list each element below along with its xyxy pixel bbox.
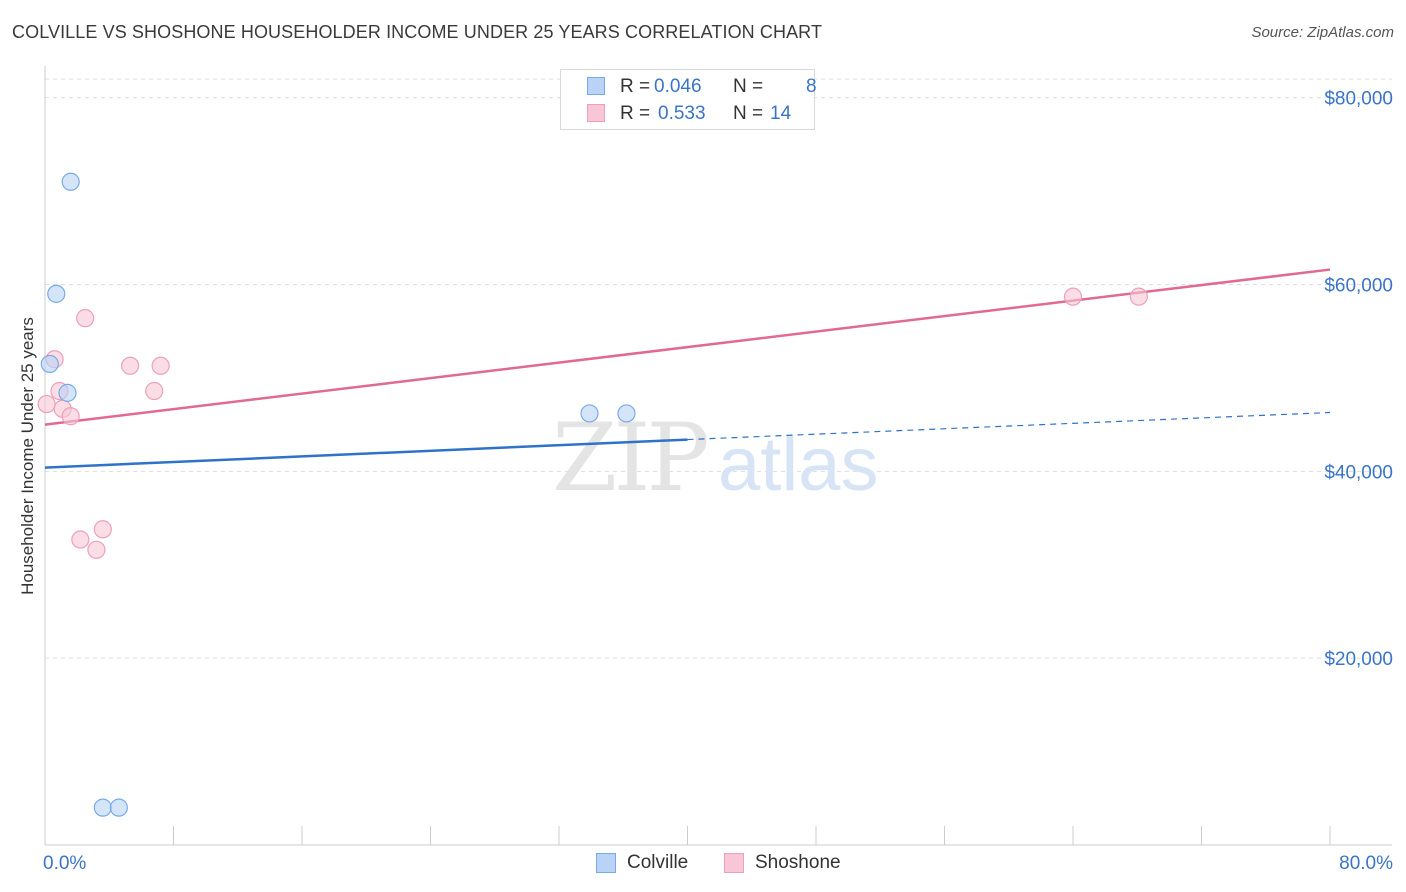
axes — [44, 66, 1392, 846]
colville-swatch — [587, 77, 605, 95]
colville-legend-label: Colville — [627, 852, 689, 873]
colville-trend-extension — [687, 411, 1331, 441]
y-tick-label: $60,000 — [1324, 276, 1393, 297]
colville-point — [47, 284, 66, 303]
shoshone-point — [76, 309, 95, 328]
colville-point — [109, 798, 128, 817]
shoshone-point — [61, 407, 80, 426]
colville-point — [61, 172, 80, 191]
chart-title: COLVILLE VS SHOSHONE HOUSEHOLDER INCOME … — [12, 22, 823, 42]
n-value: 14 — [770, 103, 792, 124]
svg-text:ZIP: ZIP — [552, 404, 706, 513]
data-points — [37, 172, 1148, 817]
y-tick-label: $40,000 — [1324, 462, 1393, 483]
shoshone-point — [145, 381, 164, 401]
shoshone-legend-label: Shoshone — [755, 852, 841, 873]
colville-point — [58, 383, 77, 402]
shoshone-trend-line — [44, 268, 1331, 426]
n-value: 8 — [806, 76, 817, 97]
y-tick-label: $80,000 — [1324, 89, 1393, 110]
shoshone-point — [1063, 287, 1083, 306]
shoshone-point — [121, 356, 140, 375]
colville-trend-line — [44, 438, 688, 469]
x-tick-label: 0.0% — [43, 853, 86, 874]
shoshone-swatch — [587, 104, 605, 122]
colville-legend-swatch — [596, 853, 616, 873]
n-label: N = — [733, 103, 764, 124]
trend-lines — [44, 268, 1331, 469]
zipatlas-watermark: ZIP atlas — [552, 404, 879, 513]
shoshone-point — [93, 520, 112, 539]
tick-labels: $20,000 $40,000 $60,000 $80,000 0.0% 80.0% — [43, 89, 1393, 874]
x-tick-label: 80.0% — [1339, 853, 1393, 874]
shoshone-point — [37, 394, 56, 414]
colville-point — [40, 354, 59, 374]
colville-point — [93, 798, 112, 817]
grid-lines — [45, 78, 1392, 659]
source-label: Source: ZipAtlas.com — [1251, 24, 1394, 41]
shoshone-legend-swatch — [724, 853, 744, 873]
r-label: R = — [620, 76, 651, 97]
shoshone-point — [71, 530, 90, 549]
colville-point — [580, 404, 599, 423]
shoshone-point — [151, 356, 170, 375]
colville-point — [617, 404, 636, 423]
stats-legend: R = 0.046 N = 8 R = 0.533 N = 14 — [560, 69, 817, 130]
r-value: 0.046 — [654, 76, 702, 97]
y-tick-label: $20,000 — [1324, 649, 1393, 670]
r-label: R = — [620, 103, 651, 124]
shoshone-point — [1129, 287, 1148, 306]
svg-text:atlas: atlas — [718, 422, 879, 507]
r-value: 0.533 — [658, 103, 706, 124]
n-label: N = — [733, 76, 764, 97]
shoshone-point — [87, 540, 106, 559]
